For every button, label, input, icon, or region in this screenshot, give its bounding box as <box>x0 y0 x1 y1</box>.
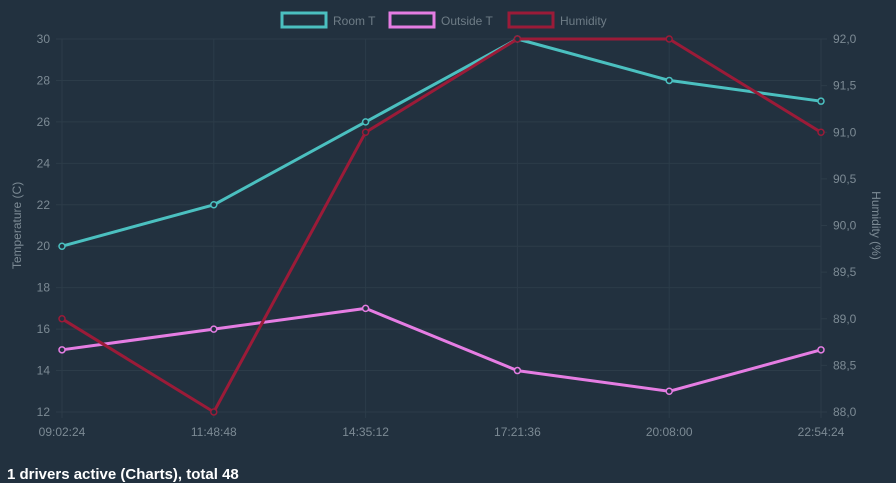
y-left-tick-label: 12 <box>37 405 51 419</box>
y-left-tick-label: 16 <box>37 322 51 336</box>
x-tick-label: 11:48:48 <box>191 425 237 439</box>
y-right-axis-title: Humidity (%) <box>869 191 883 260</box>
data-point <box>58 315 66 323</box>
data-point <box>817 97 825 105</box>
data-point <box>817 346 825 354</box>
data-point <box>361 128 370 136</box>
y-right-tick-label: 91,0 <box>833 125 857 139</box>
x-tick-label: 20:08:00 <box>646 425 693 439</box>
legend-item-room-t[interactable]: Room T <box>280 11 376 29</box>
y-left-axis-title: Temperature (C) <box>10 182 24 269</box>
y-right-tick-label: 91,5 <box>833 79 857 93</box>
y-right-tick-label: 88,5 <box>833 358 857 372</box>
legend-label: Humidity <box>560 14 607 28</box>
y-left-tick-label: 14 <box>37 364 51 378</box>
data-point <box>665 387 673 396</box>
legend-swatch <box>388 11 436 29</box>
series-room-t <box>58 35 825 250</box>
data-point <box>361 304 370 313</box>
x-tick-label: 09:02:24 <box>39 425 86 439</box>
series-line <box>61 37 822 414</box>
legend-label: Outside T <box>441 14 493 28</box>
legend[interactable]: Room T Outside T Humidity <box>280 11 607 29</box>
data-point <box>210 325 218 333</box>
series-humidity <box>58 35 825 416</box>
legend-item-outside-t[interactable]: Outside T <box>388 11 493 29</box>
footer-status-text: 1 drivers active (Charts), total 48 <box>7 466 239 483</box>
data-point <box>513 35 522 43</box>
y-right-tick-label: 90,0 <box>833 219 857 233</box>
data-point <box>665 35 673 43</box>
data-point <box>361 118 370 126</box>
y-left-tick-label: 18 <box>37 281 51 295</box>
x-tick-label: 14:35:12 <box>342 425 389 439</box>
x-tick-label: 22:54:24 <box>798 425 845 439</box>
y-right-tick-label: 89,5 <box>833 265 857 279</box>
data-point <box>58 346 66 354</box>
series-line <box>61 306 822 393</box>
y-left-tick-label: 30 <box>37 32 51 46</box>
legend-label: Room T <box>333 14 376 28</box>
y-right-tick-label: 90,5 <box>833 172 857 186</box>
data-point <box>210 408 218 416</box>
data-point <box>513 366 522 375</box>
legend-item-humidity[interactable]: Humidity <box>507 11 607 29</box>
y-right-tick-label: 92,0 <box>833 32 857 46</box>
x-tick-label: 17:21:36 <box>494 425 541 439</box>
series-line <box>61 37 822 248</box>
data-point <box>210 201 218 209</box>
data-point <box>665 76 673 85</box>
series-outside-t <box>58 304 825 396</box>
y-right-tick-label: 88,0 <box>833 405 857 419</box>
legend-swatch <box>507 11 555 29</box>
y-left-tick-label: 22 <box>37 198 51 212</box>
axes: 12 14 16 18 20 22 24 26 28 30 88,0 88,5 89,0 89,5 90,0… <box>10 32 883 439</box>
series-lines <box>58 35 825 416</box>
y-right-tick-label: 89,0 <box>833 312 857 326</box>
legend-swatch <box>280 11 328 29</box>
data-point <box>817 128 825 136</box>
data-point <box>58 242 66 250</box>
y-left-tick-label: 24 <box>37 156 51 170</box>
y-left-tick-label: 20 <box>37 239 51 253</box>
y-left-tick-label: 26 <box>37 115 51 129</box>
y-left-tick-label: 28 <box>37 73 51 87</box>
grid-lines <box>56 38 827 418</box>
